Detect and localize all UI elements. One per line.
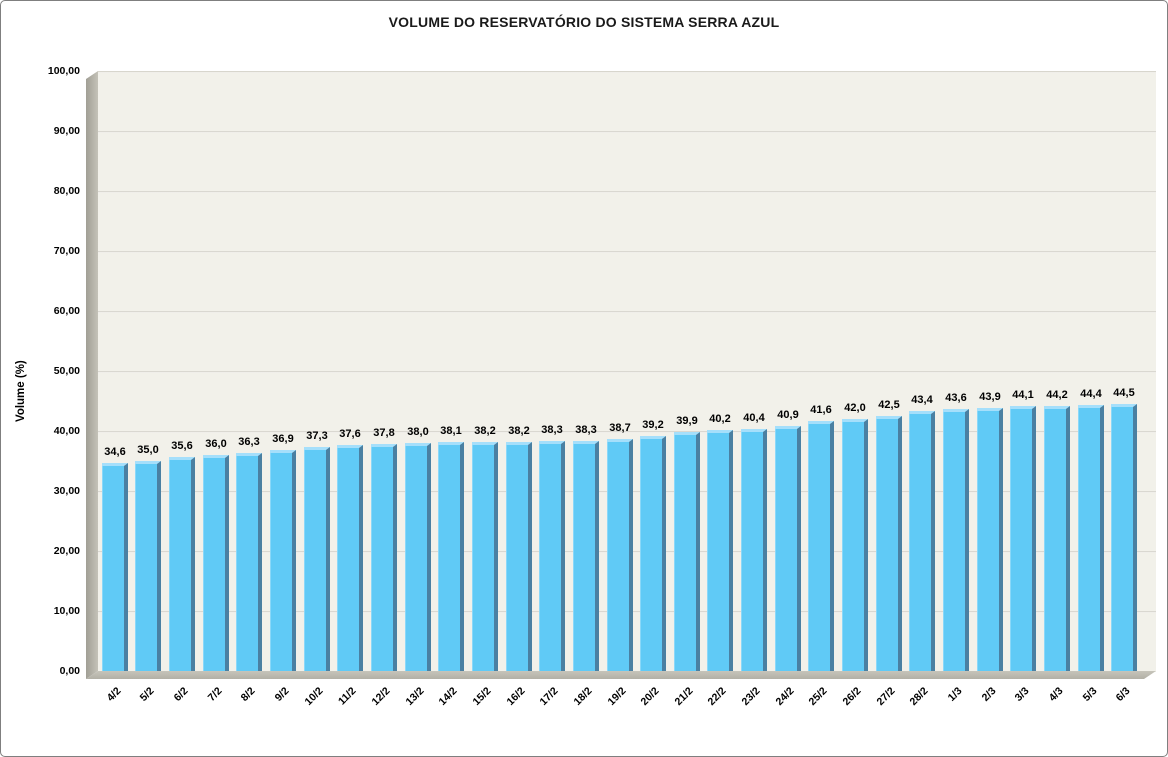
- bar: [707, 430, 733, 671]
- plot-left-wall-3d: [86, 71, 98, 679]
- y-tick-label: 20,00: [53, 545, 80, 557]
- bar-value-label: 44,4: [1080, 388, 1102, 400]
- bar: [607, 439, 633, 671]
- bar: [876, 416, 902, 671]
- bar-value-label: 36,3: [238, 436, 260, 448]
- y-tick-label: 40,00: [53, 425, 80, 437]
- bar: [506, 442, 532, 671]
- y-tick-label: 0,00: [59, 665, 80, 677]
- bar: [270, 450, 296, 671]
- bar-value-label: 42,0: [844, 402, 866, 414]
- bar: [943, 409, 969, 671]
- bar: [573, 441, 599, 671]
- bar: [741, 429, 767, 671]
- bar: [1078, 405, 1104, 671]
- y-tick-label: 10,00: [53, 605, 80, 617]
- y-tick-label: 50,00: [53, 365, 80, 377]
- y-tick-label: 90,00: [53, 125, 80, 137]
- gridline: [98, 251, 1156, 253]
- bar-value-label: 37,8: [373, 427, 395, 439]
- bar: [640, 436, 666, 671]
- bar-value-label: 43,6: [945, 392, 967, 404]
- bar-value-label: 39,2: [642, 419, 664, 431]
- bar-value-label: 39,9: [676, 415, 698, 427]
- bar-value-label: 37,6: [339, 428, 361, 440]
- y-axis-title: Volume (%): [15, 360, 27, 422]
- gridline: [98, 191, 1156, 193]
- bar: [405, 443, 431, 671]
- bar-value-label: 41,6: [810, 404, 832, 416]
- bar: [539, 441, 565, 671]
- bar: [304, 447, 330, 671]
- bar-value-label: 38,3: [541, 424, 563, 436]
- y-tick-label: 80,00: [53, 185, 80, 197]
- bar-value-label: 38,7: [609, 422, 631, 434]
- bar-value-label: 40,2: [709, 413, 731, 425]
- plot-floor-3d: [86, 671, 1156, 679]
- bar: [1111, 404, 1137, 671]
- bar-value-label: 34,6: [104, 446, 126, 458]
- bar-value-label: 40,4: [743, 412, 765, 424]
- bar-value-label: 36,9: [272, 433, 294, 445]
- bar-value-label: 37,3: [306, 430, 328, 442]
- bar: [102, 463, 128, 671]
- bar: [775, 426, 801, 671]
- bar-value-label: 38,2: [508, 425, 530, 437]
- bar-value-label: 44,5: [1113, 387, 1135, 399]
- bar: [169, 457, 195, 671]
- bar-value-label: 43,9: [979, 391, 1001, 403]
- bar: [909, 411, 935, 671]
- bar: [203, 455, 229, 671]
- bar: [135, 461, 161, 671]
- bar: [337, 445, 363, 671]
- y-tick-label: 70,00: [53, 245, 80, 257]
- bar-value-label: 38,2: [474, 425, 496, 437]
- gridline: [98, 311, 1156, 313]
- bar-value-label: 35,6: [171, 440, 193, 452]
- bar-value-label: 36,0: [205, 438, 227, 450]
- gridline: [98, 431, 1156, 433]
- y-tick-label: 100,00: [47, 65, 80, 77]
- bar: [842, 419, 868, 671]
- bar-value-label: 38,3: [575, 424, 597, 436]
- bar-value-label: 44,1: [1012, 389, 1034, 401]
- bars-container: 34,6 35,0 35,6 36,0 36,3 36,9 37,3 37,6 37,8 38,0…: [98, 71, 1141, 671]
- bar: [236, 453, 262, 671]
- gridline: [98, 72, 1156, 73]
- bar: [472, 442, 498, 671]
- bar: [977, 408, 1003, 671]
- bar: [808, 421, 834, 671]
- bar: [674, 432, 700, 671]
- bar-value-label: 35,0: [137, 444, 159, 456]
- bar: [438, 442, 464, 671]
- gridline: [98, 371, 1156, 373]
- bar-value-label: 38,0: [407, 426, 429, 438]
- bar-value-label: 44,2: [1046, 389, 1068, 401]
- gridline: [98, 131, 1156, 133]
- bar-value-label: 40,9: [777, 409, 799, 421]
- bar-value-label: 42,5: [878, 399, 900, 411]
- bar: [1044, 406, 1070, 671]
- bar: [371, 444, 397, 671]
- bar-value-label: 43,4: [911, 394, 933, 406]
- y-tick-label: 30,00: [53, 485, 80, 497]
- bar: [1010, 406, 1036, 671]
- chart-title: VOLUME DO RESERVATÓRIO DO SISTEMA SERRA …: [388, 14, 780, 30]
- y-tick-label: 60,00: [53, 305, 80, 317]
- bar-value-label: 38,1: [440, 425, 462, 437]
